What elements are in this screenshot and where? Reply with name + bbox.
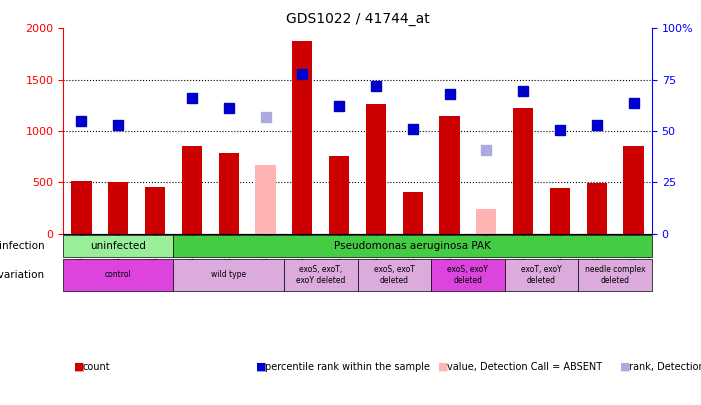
Bar	[623, 146, 644, 234]
Text: exoT, exoY
deleted: exoT, exoY deleted	[521, 265, 562, 285]
FancyBboxPatch shape	[358, 259, 431, 291]
Bar	[108, 182, 128, 234]
Text: percentile rank within the sample: percentile rank within the sample	[265, 362, 430, 371]
Bar	[440, 116, 460, 234]
Bar	[219, 153, 239, 234]
FancyBboxPatch shape	[174, 235, 652, 257]
Bar	[550, 188, 570, 234]
Text: genotype/variation: genotype/variation	[0, 270, 45, 280]
FancyBboxPatch shape	[63, 235, 174, 257]
Bar	[329, 156, 349, 234]
FancyBboxPatch shape	[431, 259, 505, 291]
Text: control: control	[105, 271, 132, 279]
Text: value, Detection Call = ABSENT: value, Detection Call = ABSENT	[447, 362, 602, 371]
FancyBboxPatch shape	[63, 259, 174, 291]
Text: Pseudomonas aeruginosa PAK: Pseudomonas aeruginosa PAK	[334, 241, 491, 251]
Title: GDS1022 / 41744_at: GDS1022 / 41744_at	[285, 12, 430, 26]
Text: ■: ■	[620, 362, 631, 371]
Text: ■: ■	[256, 362, 266, 371]
Text: wild type: wild type	[211, 271, 246, 279]
FancyBboxPatch shape	[578, 259, 652, 291]
Bar	[513, 108, 533, 234]
Text: exoS, exoT
deleted: exoS, exoT deleted	[374, 265, 415, 285]
Text: infection: infection	[0, 241, 45, 251]
Text: ■: ■	[74, 362, 84, 371]
Text: needle complex
deleted: needle complex deleted	[585, 265, 646, 285]
Bar	[145, 187, 165, 234]
Text: exoS, exoT,
exoY deleted: exoS, exoT, exoY deleted	[296, 265, 346, 285]
Bar	[182, 146, 202, 234]
Text: count: count	[83, 362, 110, 371]
FancyBboxPatch shape	[284, 259, 358, 291]
Bar	[72, 181, 92, 234]
Text: rank, Detection Call = ABSENT: rank, Detection Call = ABSENT	[629, 362, 701, 371]
Bar	[476, 209, 496, 234]
Bar	[366, 104, 386, 234]
FancyBboxPatch shape	[174, 259, 284, 291]
Bar	[255, 165, 275, 234]
Bar	[402, 192, 423, 234]
Text: exoS, exoY
deleted: exoS, exoY deleted	[447, 265, 489, 285]
FancyBboxPatch shape	[505, 259, 578, 291]
Bar	[292, 40, 313, 234]
Text: uninfected: uninfected	[90, 241, 147, 251]
Text: ■: ■	[438, 362, 449, 371]
Bar	[587, 183, 607, 234]
